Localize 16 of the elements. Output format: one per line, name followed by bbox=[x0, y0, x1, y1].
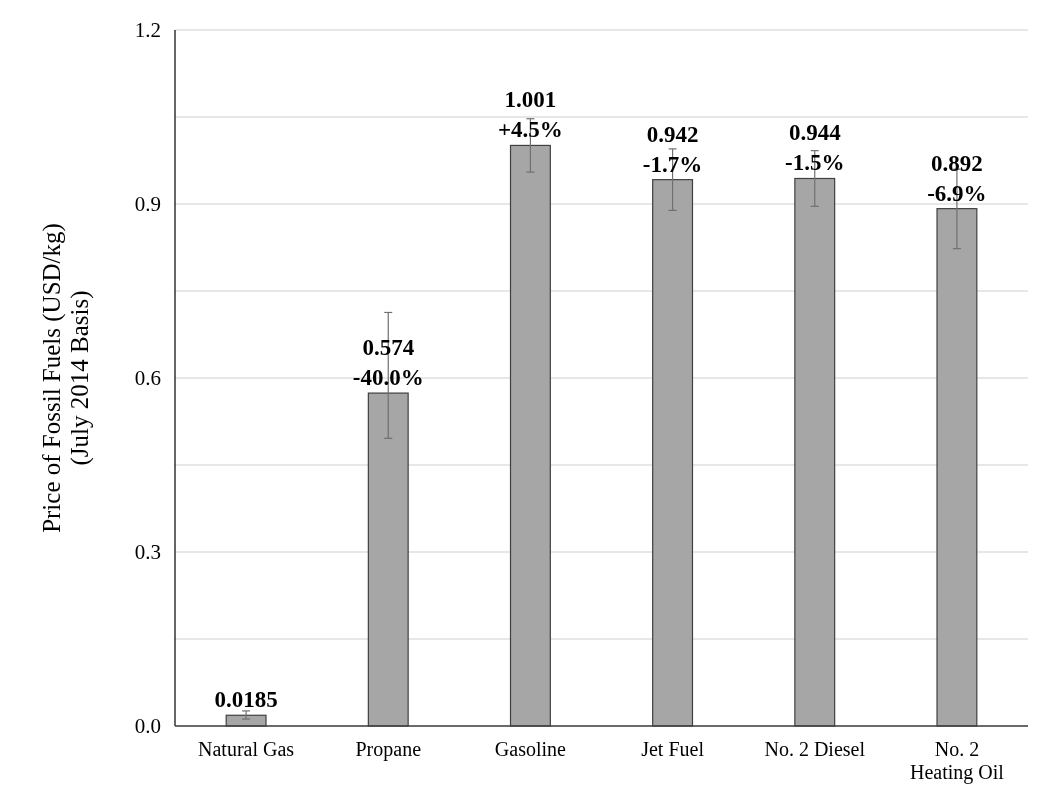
y-tick-label: 0.0 bbox=[134, 714, 161, 739]
x-tick-label: Propane bbox=[355, 738, 422, 761]
x-tick-label: Gasoline bbox=[494, 738, 567, 760]
data-label: 0.0185 bbox=[214, 687, 278, 713]
y-tick-label: 0.6 bbox=[134, 366, 161, 391]
x-tick-label: Natural Gas bbox=[198, 738, 295, 760]
y-tick-label: 0.3 bbox=[134, 540, 161, 565]
x-tick-label: Jet Fuel bbox=[641, 738, 705, 760]
data-label: 0.574 -40.0% bbox=[352, 335, 424, 391]
data-label: 0.892 -6.9% bbox=[927, 150, 987, 206]
y-tick-label: 0.9 bbox=[134, 192, 161, 217]
x-tick-label: No. 2 Heating Oil bbox=[909, 738, 1005, 784]
y-axis-title: Price of Fossil Fuels (USD/kg) (July 2014 Basis) bbox=[38, 223, 94, 533]
data-label: 0.944 -1.5% bbox=[785, 120, 845, 176]
x-tick-label: No. 2 Diesel bbox=[764, 738, 866, 760]
y-tick-label: 1.2 bbox=[134, 18, 161, 43]
